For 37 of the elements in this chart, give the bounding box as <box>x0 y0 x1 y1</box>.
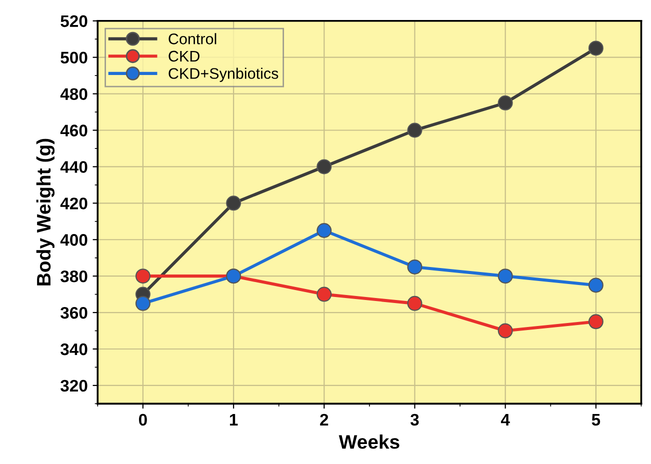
point <box>498 95 513 110</box>
legend-label: CKD <box>168 50 200 62</box>
point <box>316 159 332 174</box>
legend-label: CKD+Synbiotics <box>168 68 278 82</box>
y-tick-label: 440 <box>60 161 88 173</box>
y-tick-label: 480 <box>60 88 88 100</box>
point <box>135 268 150 284</box>
point <box>498 323 513 338</box>
point <box>588 278 604 293</box>
point <box>498 268 513 284</box>
point <box>407 296 422 311</box>
point <box>588 314 604 330</box>
y-tick-label: 500 <box>60 52 88 64</box>
y-tick-label: 380 <box>60 270 88 282</box>
point <box>588 40 604 56</box>
x-tick-label: 0 <box>138 414 147 426</box>
y-tick-label: 340 <box>60 343 88 356</box>
y-tick-label: 420 <box>60 198 88 210</box>
y-tick-label: 460 <box>60 124 88 136</box>
x-tick-label: 3 <box>410 414 419 426</box>
y-tick-label: 520 <box>60 15 88 28</box>
y-tick-label: 400 <box>60 234 88 246</box>
y-axis-title: Body Weight (g) <box>36 138 55 286</box>
point <box>135 296 150 311</box>
point <box>407 122 422 138</box>
x-axis-title: Weeks <box>338 434 400 449</box>
point <box>316 286 332 302</box>
y-tick-label: 360 <box>60 306 88 319</box>
x-tick-label: 1 <box>230 414 238 426</box>
point <box>226 196 242 211</box>
legend-label: Control <box>168 33 216 44</box>
y-tick-label: 320 <box>60 380 88 392</box>
x-tick-label: 5 <box>592 414 600 426</box>
point <box>407 259 422 274</box>
x-tick-label: 4 <box>500 414 510 426</box>
x-tick-label: 2 <box>320 414 328 426</box>
point <box>316 223 332 238</box>
